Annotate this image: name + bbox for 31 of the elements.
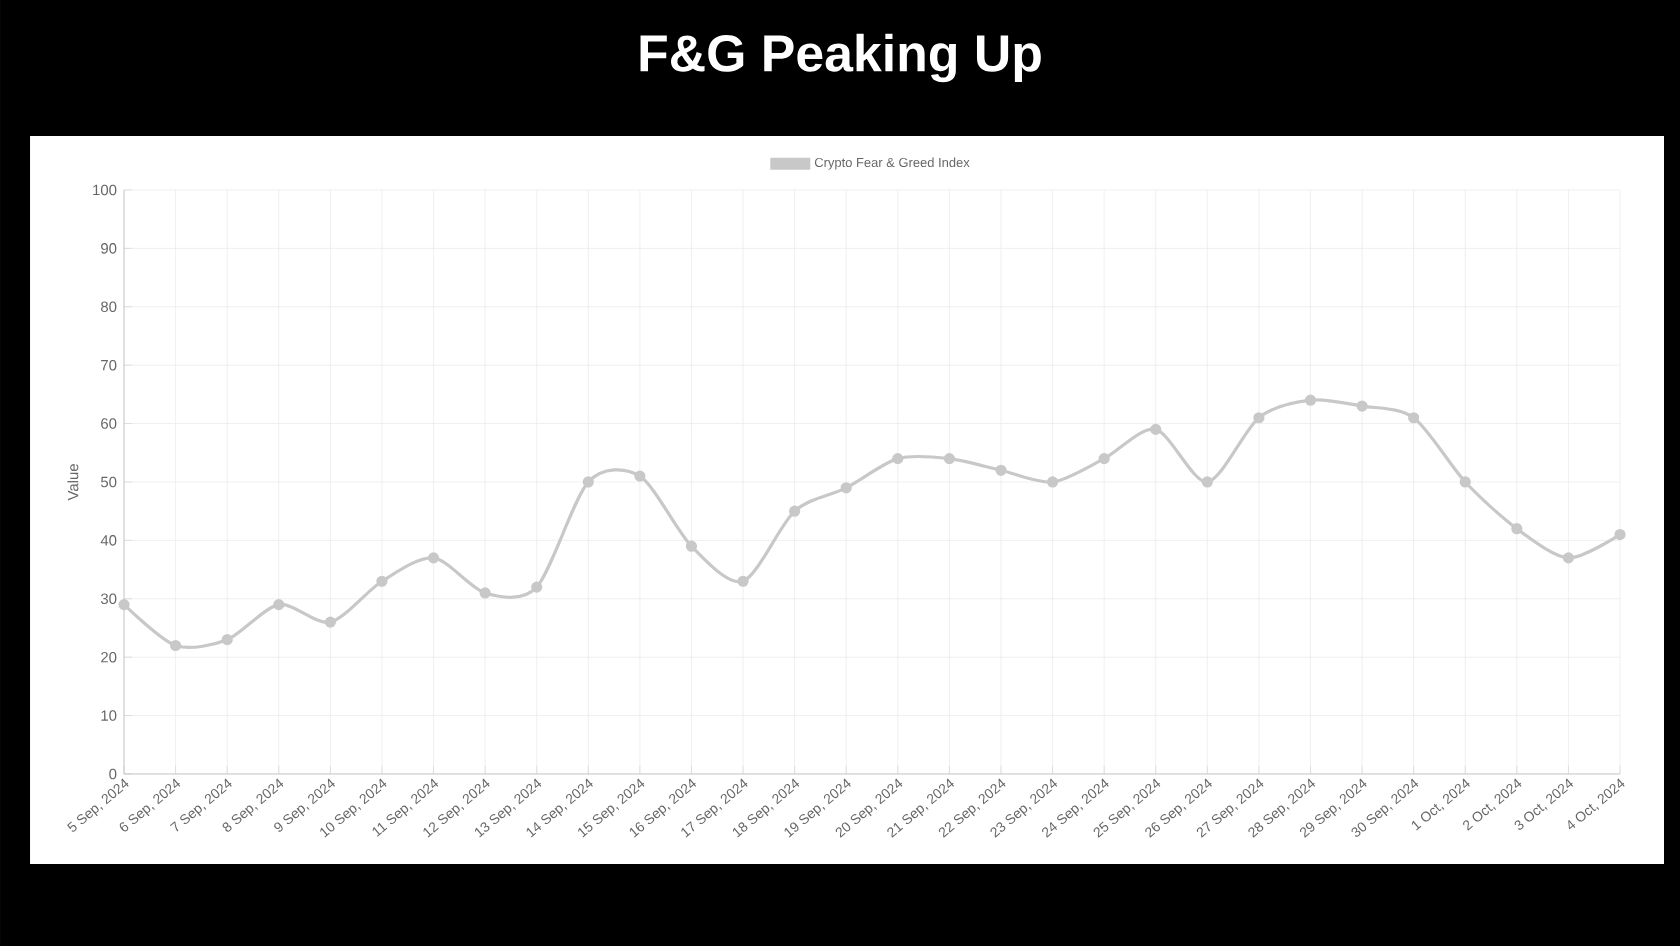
point	[221, 634, 233, 646]
point	[479, 587, 491, 599]
point	[1150, 423, 1162, 436]
point	[1253, 412, 1265, 424]
point	[1046, 476, 1059, 488]
point	[737, 575, 749, 587]
point	[1201, 476, 1213, 488]
point	[789, 505, 801, 517]
point	[324, 616, 336, 628]
point	[1356, 400, 1368, 412]
point	[1614, 528, 1626, 541]
point	[1459, 476, 1471, 488]
point	[170, 639, 182, 652]
point	[943, 453, 955, 465]
point	[840, 482, 852, 494]
point	[582, 476, 594, 488]
point	[995, 464, 1007, 476]
point	[1562, 552, 1575, 564]
point	[1511, 523, 1523, 535]
point	[634, 470, 646, 482]
point	[531, 581, 543, 593]
point	[427, 552, 440, 564]
point	[1304, 394, 1317, 406]
point	[892, 453, 904, 465]
point	[376, 575, 388, 587]
point	[1098, 453, 1110, 465]
point	[273, 599, 285, 611]
point	[685, 540, 698, 552]
chart-title: F&G Peaking Up	[640, 33, 1041, 83]
point	[118, 599, 130, 611]
point	[1408, 412, 1420, 424]
